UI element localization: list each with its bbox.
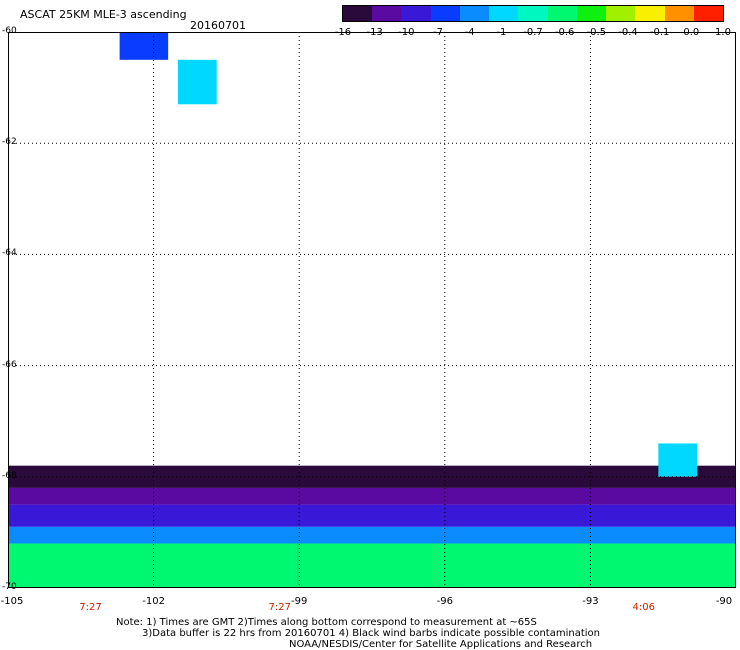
data-cell [177, 59, 217, 105]
chart-date: 20160701 [190, 19, 246, 32]
swath-band [8, 543, 736, 588]
colorbar-segment [372, 6, 402, 21]
time-label: 7:27 [79, 602, 102, 613]
colorbar-segment [547, 6, 578, 21]
note-line-3: NOAA/NESDIS/Center for Satellite Applica… [289, 639, 593, 650]
time-label: 4:06 [632, 602, 656, 613]
y-tick-label: -60 [2, 26, 17, 36]
colorbar-segment [635, 6, 666, 21]
y-tick-label: -66 [2, 359, 17, 370]
swath-band [8, 487, 736, 505]
colorbar-segment [576, 6, 607, 21]
time-label: 7:27 [268, 602, 292, 613]
heatmap-plot [8, 32, 736, 588]
data-cell [119, 32, 169, 60]
colorbar-segment [489, 6, 519, 21]
colorbar [342, 5, 724, 22]
x-tick-label: -93 [582, 596, 599, 607]
note-line-1: Note: 1) Times are GMT 2)Times along bot… [116, 617, 537, 628]
y-tick-label: -68 [2, 470, 17, 481]
x-tick-label: -105 [0, 596, 24, 607]
colorbar-segment [693, 6, 724, 21]
colorbar-segment [664, 6, 695, 21]
note-line-2: 3)Data buffer is 22 hrs from 20160701 4)… [142, 628, 600, 639]
colorbar-segment [518, 6, 549, 21]
colorbar-segment [401, 6, 432, 21]
swath-band [8, 504, 736, 527]
plot-frame [8, 32, 736, 588]
data-cell [658, 443, 698, 477]
colorbar-segment [343, 6, 373, 21]
x-tick-label: -102 [142, 596, 165, 607]
y-tick-label: -70 [2, 582, 17, 592]
colorbar-segment [459, 6, 490, 21]
swath-band [8, 526, 736, 544]
chart-title: ASCAT 25KM MLE-3 ascending [20, 8, 187, 21]
x-tick-label: -96 [436, 596, 453, 607]
y-tick-label: -64 [2, 248, 17, 259]
x-tick-label: -99 [291, 596, 308, 607]
y-tick-label: -62 [2, 137, 17, 148]
colorbar-segment [430, 6, 461, 21]
x-tick-label: -90 [715, 596, 733, 607]
colorbar-segment [606, 6, 636, 21]
